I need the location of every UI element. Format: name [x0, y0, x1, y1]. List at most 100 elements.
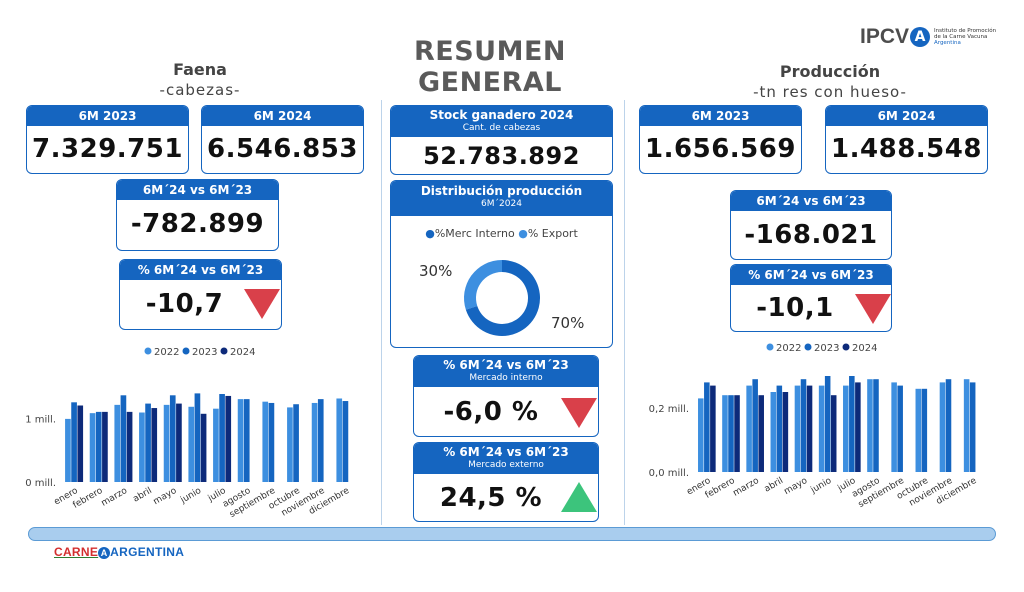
divider-right	[624, 100, 625, 525]
donut-label-export: 30%	[419, 262, 452, 280]
faena-2023-card: 6M 2023 7.329.751	[26, 105, 189, 174]
card-value: 7.329.751	[32, 134, 183, 164]
bar-2024-junio	[830, 395, 837, 472]
bottom-bar	[28, 527, 996, 541]
bar-2024-junio	[200, 413, 207, 482]
bar-2024-enero	[710, 385, 716, 472]
legend-marker-2024	[842, 343, 850, 351]
bar-2023-septiembre	[268, 402, 275, 482]
card-label: 6M 2023	[27, 106, 188, 126]
legend-label-2023: 2023	[814, 343, 839, 354]
faena-subtitle: -cabezas-	[159, 81, 241, 99]
bar-2023-abril	[776, 385, 783, 472]
faena-title: Faena	[173, 60, 227, 79]
legend-marker-2023	[804, 343, 812, 351]
bar-2023-agosto	[243, 399, 250, 482]
card-value: 1.656.569	[645, 134, 796, 164]
bar-2023-julio	[219, 394, 225, 482]
bar-2024-abril	[151, 408, 158, 482]
bar-2024-julio	[855, 382, 861, 472]
x-tick-label: junio	[809, 476, 834, 496]
x-tick-label: abril	[132, 486, 154, 505]
card-label: 6M´24 vs 6M´23	[731, 191, 891, 211]
bar-2022-abril	[770, 392, 777, 472]
bar-2022-enero	[698, 398, 704, 472]
bar-2022-febrero	[722, 395, 728, 472]
produccion-subtitle: -tn res con hueso-	[753, 83, 907, 101]
bar-2024-febrero	[102, 411, 108, 482]
bar-2022-junio	[818, 385, 825, 472]
divider-left	[381, 100, 382, 525]
bar-2024-enero	[77, 405, 84, 482]
bar-2023-junio	[824, 376, 831, 472]
legend-label-2022: 2022	[776, 343, 801, 354]
bar-2023-noviembre	[945, 379, 952, 472]
mercado-interno-card: % 6M´24 vs 6M´23 Mercado interno -6,0 %	[413, 355, 599, 437]
legend-marker-2022	[144, 347, 152, 355]
distribucion-donut-chart: 30% 70%	[419, 260, 584, 336]
bar-2022-diciembre	[336, 398, 343, 482]
card-label: % 6M´24 vs 6M´23	[414, 443, 598, 460]
legend-export: % Export	[527, 227, 578, 240]
y-tick-label: 0 mill.	[25, 478, 56, 489]
y-tick-label: 0,0 mill.	[649, 468, 689, 479]
card-value: 24,5 %	[439, 483, 543, 513]
card-value: -10,7 %	[145, 289, 224, 319]
bar-2022-septiembre	[262, 401, 269, 482]
bar-2022-noviembre	[311, 402, 318, 482]
bar-2022-mayo	[163, 404, 170, 482]
ipcva-logo: IPCV A Instituto de Promoción de la Carne…	[860, 25, 998, 49]
card-value: -10,1 %	[756, 293, 834, 323]
distribucion-card: Distribución producción 6M´2024 ●%Merc I…	[390, 180, 613, 348]
bar-2023-octubre	[293, 404, 299, 482]
y-tick-label: 0,2 mill.	[649, 404, 689, 415]
bar-2024-mayo	[806, 385, 813, 472]
bar-2022-octubre	[915, 388, 922, 472]
bar-2022-noviembre	[939, 382, 946, 472]
bar-2023-marzo	[752, 379, 758, 472]
bar-2023-junio	[194, 393, 201, 482]
bar-2023-mayo	[169, 395, 176, 482]
x-tick-label: abril	[763, 476, 785, 495]
card-label: Distribución producción	[391, 181, 612, 199]
bar-2022-agosto	[237, 399, 244, 482]
x-tick-label: marzo	[100, 486, 130, 509]
bar-2023-febrero	[95, 411, 102, 482]
card-label: % 6M´24 vs 6M´23	[120, 260, 281, 280]
card-label: Stock ganadero 2024	[391, 106, 612, 123]
bar-2023-febrero	[728, 395, 734, 472]
bar-2023-abril	[145, 403, 151, 482]
card-label: 6M´24 vs 6M´23	[117, 180, 278, 200]
bar-2024-julio	[225, 395, 232, 482]
logo-name: IPCV	[860, 25, 910, 48]
card-label: % 6M´24 vs 6M´23	[414, 356, 598, 373]
bar-2022-mayo	[794, 385, 801, 472]
card-label: 6M 2024	[826, 106, 987, 126]
donut-label-interno: 70%	[551, 314, 584, 332]
donut-slice-export	[464, 260, 502, 310]
bar-2022-julio	[843, 385, 849, 472]
card-sublabel: Mercado interno	[414, 373, 598, 387]
bar-2024-marzo	[758, 395, 764, 472]
card-label: 6M 2024	[202, 106, 363, 126]
x-tick-label: mayo	[152, 486, 179, 507]
bar-2022-enero	[65, 418, 71, 482]
legend-interno: %Merc Interno	[434, 227, 515, 240]
legend-marker-2023	[182, 347, 190, 355]
card-label: 6M 2023	[640, 106, 801, 126]
faena-diff-card: 6M´24 vs 6M´23 -782.899	[116, 179, 279, 251]
bar-2023-julio	[849, 376, 855, 472]
bar-2022-diciembre	[963, 379, 970, 472]
carne-argentina-logo: CARNE A ARGENTINA	[54, 545, 185, 559]
card-value: -6,0 %	[443, 397, 539, 427]
bar-2023-octubre	[921, 388, 928, 472]
donut-slice-interno	[465, 260, 540, 336]
bar-2023-septiembre	[897, 385, 903, 472]
bar-2022-abril	[139, 412, 145, 482]
down-arrow-icon	[561, 398, 597, 428]
bar-2022-agosto	[867, 379, 873, 472]
donut-legend: ●%Merc Interno ●% Export	[425, 227, 578, 240]
legend-label-2023: 2023	[192, 347, 217, 358]
card-value: 1.488.548	[831, 134, 982, 164]
